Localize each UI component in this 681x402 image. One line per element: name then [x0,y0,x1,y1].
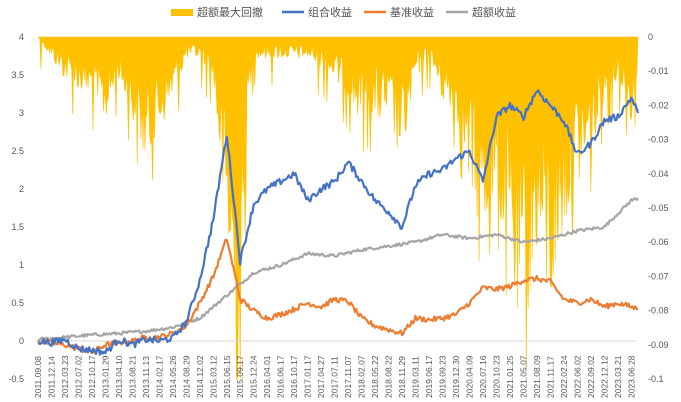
x-tick-label: 2022.09.02 [586,355,596,398]
y-left-tick-label: 0.5 [11,298,24,308]
legend-label-drawdown: 超额最大回撤 [197,5,263,19]
legend-label-excess: 超额收益 [472,5,516,19]
y-left-tick-label: -0.5 [8,374,24,384]
x-tick-label: 2022.06.02 [572,355,582,398]
x-axis: 2011.09.08 2011.12.14 2012.03.23 2012.07.02… [33,355,636,398]
x-tick-label: 2023.06.28 [626,355,636,398]
series-drawdown-area [37,36,639,380]
x-tick-label: 2020.04.09 [464,355,474,398]
x-tick-label: 2013.08.21 [127,355,137,398]
x-tick-label: 2018.02.07 [357,355,367,398]
x-tick-label: 2011.12.14 [46,356,56,398]
x-tick-label: 2020.07.16 [478,355,488,398]
y-right-tick-label: -0.07 [648,271,669,281]
x-tick-label: 2016.04.01 [262,355,272,398]
series-excess-line [37,197,639,342]
x-tick-label: 2017.07.11 [330,356,340,398]
x-tick-label: 2016.06.17 [276,355,286,398]
x-tick-label: 2016.10.17 [289,355,299,398]
y-right-tick-label: -0.1 [648,374,664,384]
x-tick-label: 2020.10.23 [491,355,501,398]
line-series-group [37,89,640,356]
legend-item-excess: 超额收益 [446,5,516,19]
y-left-tick-label: 4 [19,32,24,42]
x-tick-label: 2015.03.12 [208,355,218,398]
x-tick-label: 2019.06.17 [424,355,434,398]
x-tick-label: 2014.08.29 [181,355,191,398]
y-right-tick-label: -0.09 [648,340,669,350]
legend: 超额最大回撤 组合收益 基准收益 超额收益 [171,5,516,19]
x-tick-label: 2019.09.23 [437,355,447,398]
x-tick-label: 2012.07.02 [73,355,83,398]
x-tick-label: 2014.05.26 [168,355,178,398]
x-tick-label: 2021.01.25 [505,355,515,398]
y-left-tick-label: 0 [19,336,24,346]
x-tick-label: 2018.11.29 [397,356,407,398]
y-right-tick-label: -0.05 [648,203,669,213]
x-tick-label: 2017.01.17 [303,355,313,398]
legend-item-benchmark: 基准收益 [364,5,434,19]
series-portfolio-line [37,89,640,356]
x-tick-label: 2015.09.17 [235,355,245,398]
y-right-tick-label: -0.04 [648,169,669,179]
y-left-tick-label: 3 [19,108,24,118]
x-tick-label: 2017.11.07 [343,356,353,398]
legend-item-drawdown: 超额最大回撤 [171,5,263,19]
x-tick-label: 2012.03.23 [60,355,70,398]
y-left-tick-label: 1.5 [11,222,24,232]
y-right-tick-label: -0.01 [648,66,669,76]
y-right-axis: -0.1 -0.09 -0.08 -0.07 -0.06 -0.05 -0.04 -0.03 -… [648,32,669,384]
y-left-tick-label: 2.5 [11,146,24,156]
y-right-tick-label: -0.08 [648,306,669,316]
x-tick-label: 2018.08.22 [384,355,394,398]
x-tick-label: 2013.11.13 [141,356,151,398]
x-tick-label: 2022.12.12 [599,355,609,398]
x-tick-label: 2018.05.22 [370,355,380,398]
y-right-tick-label: -0.03 [648,135,669,145]
y-left-axis: -0.5 0 0.5 1 1.5 2 2.5 3 3.5 4 [8,32,24,384]
y-right-tick-label: -0.02 [648,100,669,110]
x-tick-label: 2019.12.30 [451,355,461,398]
x-tick-label: 2015.12.24 [249,355,259,398]
legend-swatch-drawdown [171,9,193,16]
x-tick-label: 2021.11.17 [545,356,555,398]
x-tick-label: 2021.05.07 [518,355,528,398]
y-left-tick-label: 2 [19,184,24,194]
x-tick-label: 2011.09.08 [33,356,43,398]
x-tick-label: 2012.10.17 [87,355,97,398]
x-tick-label: 2022.02.24 [559,355,569,398]
y-right-tick-label: -0.06 [648,237,669,247]
y-left-tick-label: 3.5 [11,70,24,80]
legend-label-benchmark: 基准收益 [390,5,434,19]
x-tick-label: 2017.04.27 [316,355,326,398]
legend-item-portfolio: 组合收益 [282,5,352,19]
x-tick-label: 2021.08.09 [532,355,542,398]
x-tick-label: 2013.01.29 [100,355,110,398]
x-tick-label: 2019.03.11 [411,356,421,398]
y-left-tick-label: 1 [19,260,24,270]
x-tick-label: 2013.04.10 [114,355,124,398]
x-tick-label: 2014.12.02 [195,355,205,398]
drawdown-area-group [37,36,639,380]
y-right-tick-label: 0 [648,32,653,42]
x-tick-label: 2014.02.17 [154,355,164,398]
x-tick-label: 2023.03.21 [613,355,623,398]
legend-label-portfolio: 组合收益 [308,5,352,19]
x-tick-label: 2015.06.15 [222,355,232,398]
